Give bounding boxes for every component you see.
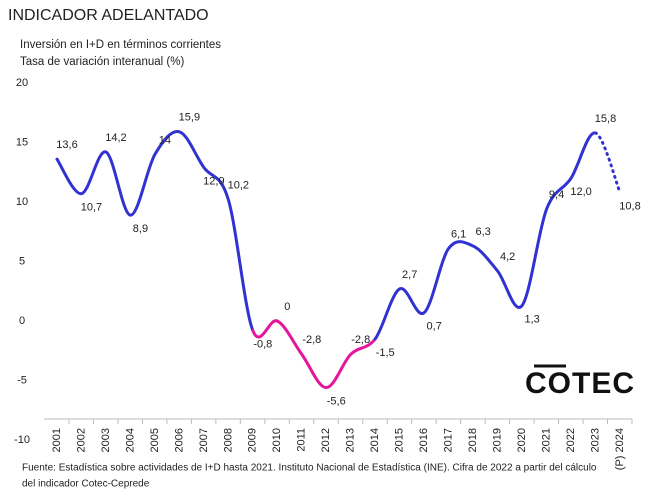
data-label: 13,6 (56, 139, 77, 151)
x-tick-label: 2017 (443, 428, 455, 452)
x-tick-label: 2010 (271, 428, 283, 452)
data-label: 10,8 (619, 200, 640, 212)
data-label: 12,0 (570, 186, 591, 198)
x-tick-label: (P) 2024 (614, 428, 626, 470)
x-tick-label: 2009 (247, 428, 259, 452)
data-label: 14 (159, 134, 171, 146)
data-label: 6,1 (451, 228, 466, 240)
x-tick-label: 2015 (394, 428, 406, 452)
subtitle: Inversión en I+D en términos corrientes (20, 39, 221, 51)
y-tick-label: 10 (16, 196, 28, 208)
x-tick-label: 2019 (492, 428, 504, 452)
x-tick-label: 2023 (589, 428, 601, 452)
chart-title: INDICADOR ADELANTADO (8, 7, 209, 24)
x-tick-label: 2021 (540, 428, 552, 452)
line-segment (594, 131, 622, 194)
subtitle: Tasa de variación interanual (%) (20, 56, 184, 68)
y-tick-label: 5 (19, 255, 25, 267)
x-tick-label: 2013 (345, 428, 357, 452)
data-label: 15,9 (179, 112, 200, 124)
data-label: 6,3 (475, 226, 490, 238)
x-tick-label: 2006 (173, 428, 185, 452)
x-tick-label: 2022 (565, 428, 577, 452)
data-label: 0 (284, 301, 290, 313)
x-tick-label: 2012 (320, 428, 332, 452)
data-label: -2,8 (302, 334, 321, 346)
data-label: 12,9 (203, 175, 224, 187)
x-tick-label: 2008 (222, 428, 234, 452)
x-tick-label: 2001 (51, 428, 63, 452)
data-label: 9,4 (549, 189, 564, 201)
data-label: 10,7 (81, 202, 102, 214)
data-label: 2,7 (402, 269, 417, 281)
data-label: -0,8 (253, 338, 272, 350)
data-label: 8,9 (133, 223, 148, 235)
data-label: 0,7 (427, 321, 442, 333)
x-tick-label: 2007 (198, 428, 210, 452)
data-label: 4,2 (500, 251, 515, 263)
x-tick-label: 2014 (369, 428, 381, 452)
data-label: -5,6 (327, 396, 346, 408)
data-label: -2,8 (351, 334, 370, 346)
line-segment (251, 319, 377, 390)
x-tick-label: 2011 (296, 428, 308, 452)
x-tick-label: 2020 (516, 428, 528, 452)
x-tick-label: 2016 (418, 428, 430, 452)
logo: COTEC (525, 367, 635, 400)
y-tick-label: -10 (14, 434, 30, 446)
x-tick-label: 2018 (467, 428, 479, 452)
source: del indicador Cotec-Ceprede (22, 479, 150, 490)
y-tick-label: 15 (16, 136, 28, 148)
x-tick-label: 2003 (100, 428, 112, 452)
data-label: 1,3 (524, 313, 539, 325)
y-tick-label: 20 (16, 77, 28, 89)
data-label: 10,2 (228, 180, 249, 192)
x-tick-label: 2005 (149, 428, 161, 452)
data-label: -1,5 (376, 347, 395, 359)
x-tick-label: 2004 (124, 428, 136, 452)
data-label: 14,2 (105, 132, 126, 144)
data-label: 15,8 (595, 113, 616, 125)
y-tick-label: 0 (19, 315, 25, 327)
line-segment (55, 130, 255, 333)
x-tick-label: 2002 (75, 428, 87, 452)
line-segment (373, 131, 598, 341)
y-tick-label: -5 (17, 374, 27, 386)
source: Fuente: Estadística sobre actividades de… (22, 463, 597, 474)
